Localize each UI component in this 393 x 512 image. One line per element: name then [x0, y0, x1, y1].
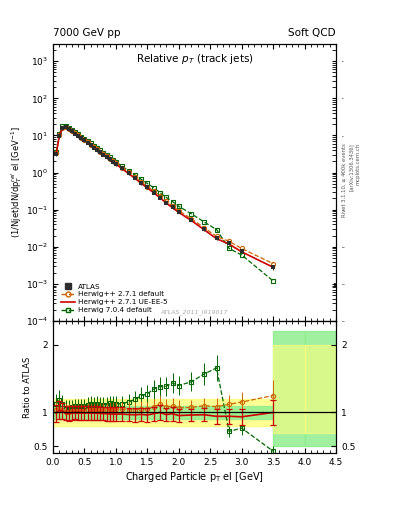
Y-axis label: Ratio to ATLAS: Ratio to ATLAS — [24, 356, 33, 418]
Text: ATLAS_2011_I919017: ATLAS_2011_I919017 — [161, 310, 228, 315]
Text: Soft QCD: Soft QCD — [288, 28, 336, 38]
Text: Rivet 3.1.10, ≥ 400k events: Rivet 3.1.10, ≥ 400k events — [342, 143, 346, 217]
Text: 7000 GeV pp: 7000 GeV pp — [53, 28, 121, 38]
Legend: ATLAS, Herwig++ 2.7.1 default, Herwig++ 2.7.1 UE-EE-5, Herwig 7.0.4 default: ATLAS, Herwig++ 2.7.1 default, Herwig++ … — [59, 282, 169, 314]
Text: Relative $p_T$ (track jets): Relative $p_T$ (track jets) — [136, 52, 253, 66]
Text: mcplots.cern.ch: mcplots.cern.ch — [355, 143, 360, 185]
Text: [arXiv:1306.3436]: [arXiv:1306.3436] — [349, 143, 354, 191]
X-axis label: Charged Particle $\mathregular{p_T}$ el [GeV]: Charged Particle $\mathregular{p_T}$ el … — [125, 470, 264, 484]
Y-axis label: (1/Njet)dN/dp$^{rel}_T$ el [GeV$^{-1}$]: (1/Njet)dN/dp$^{rel}_T$ el [GeV$^{-1}$] — [9, 126, 24, 238]
